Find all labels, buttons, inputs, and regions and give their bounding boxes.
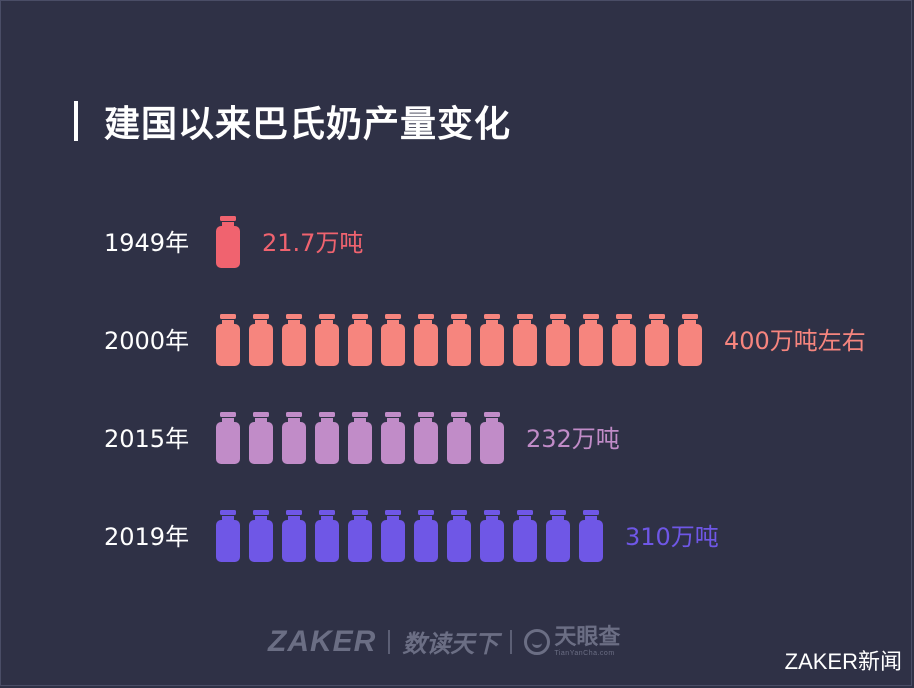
milk-bottle-icon	[579, 314, 603, 366]
milk-bottle-icon	[381, 314, 405, 366]
milk-bottle-icon	[513, 314, 537, 366]
footer-logos: ZAKER 数读天下 天眼查 TianYanCha.com	[268, 624, 620, 659]
title-group: 建国以来巴氏奶产量变化	[74, 95, 511, 147]
milk-bottle-icon	[282, 412, 306, 464]
milk-bottle-icon	[513, 510, 537, 562]
milk-bottle-icon	[480, 314, 504, 366]
milk-bottle-icon	[216, 510, 240, 562]
logo-divider	[388, 629, 391, 654]
milk-bottle-icon	[480, 412, 504, 464]
milk-bottle-icon	[546, 314, 570, 366]
milk-bottle-icon	[216, 412, 240, 464]
tianyancha-logo: 天眼查 TianYanCha.com	[524, 626, 620, 657]
milk-bottle-icon	[282, 314, 306, 366]
milk-bottle-icon	[216, 216, 240, 268]
milk-bottle-icon	[447, 314, 471, 366]
tianyancha-icon	[524, 628, 551, 655]
milk-bottle-icon	[414, 412, 438, 464]
milk-bottle-icon	[447, 412, 471, 464]
milk-bottle-icon	[315, 412, 339, 464]
milk-bottle-icon	[381, 412, 405, 464]
milk-bottle-icon	[348, 510, 372, 562]
milk-bottle-icon	[249, 314, 273, 366]
value-label: 310万吨	[625, 523, 719, 551]
title-accent-bar	[74, 101, 78, 141]
shudu-logo: 数读天下	[402, 631, 499, 658]
milk-bottle-icon	[612, 314, 636, 366]
milk-bottle-icon	[678, 314, 702, 366]
milk-bottle-icon	[447, 510, 471, 562]
tianyancha-name: 天眼查	[554, 624, 621, 649]
value-label: 400万吨左右	[724, 327, 866, 355]
milk-bottle-icon	[645, 314, 669, 366]
chart-title: 建国以来巴氏奶产量变化	[104, 104, 512, 145]
milk-bottle-icon	[249, 412, 273, 464]
zaker-logo: ZAKER	[268, 624, 377, 658]
milk-bottle-icon	[381, 510, 405, 562]
tianyancha-domain: TianYanCha.com	[554, 650, 615, 657]
milk-bottle-icon	[579, 510, 603, 562]
category-label: 2019年	[104, 523, 189, 551]
milk-bottle-icon	[315, 510, 339, 562]
milk-bottle-icon	[282, 510, 306, 562]
milk-bottle-icon	[315, 314, 339, 366]
milk-bottle-icon	[480, 510, 504, 562]
logo-divider	[510, 629, 513, 654]
milk-bottle-icon	[414, 510, 438, 562]
milk-bottle-icon	[348, 314, 372, 366]
value-label: 21.7万吨	[262, 229, 363, 257]
milk-bottle-icon	[546, 510, 570, 562]
value-label: 232万吨	[526, 425, 620, 453]
milk-bottle-icon	[414, 314, 438, 366]
milk-bottle-icon	[216, 314, 240, 366]
milk-bottle-icon	[348, 412, 372, 464]
category-label: 2000年	[104, 327, 189, 355]
category-label: 1949年	[104, 229, 189, 257]
category-label: 2015年	[104, 425, 189, 453]
milk-bottle-icon	[249, 510, 273, 562]
watermark: ZAKER新闻	[784, 649, 902, 674]
